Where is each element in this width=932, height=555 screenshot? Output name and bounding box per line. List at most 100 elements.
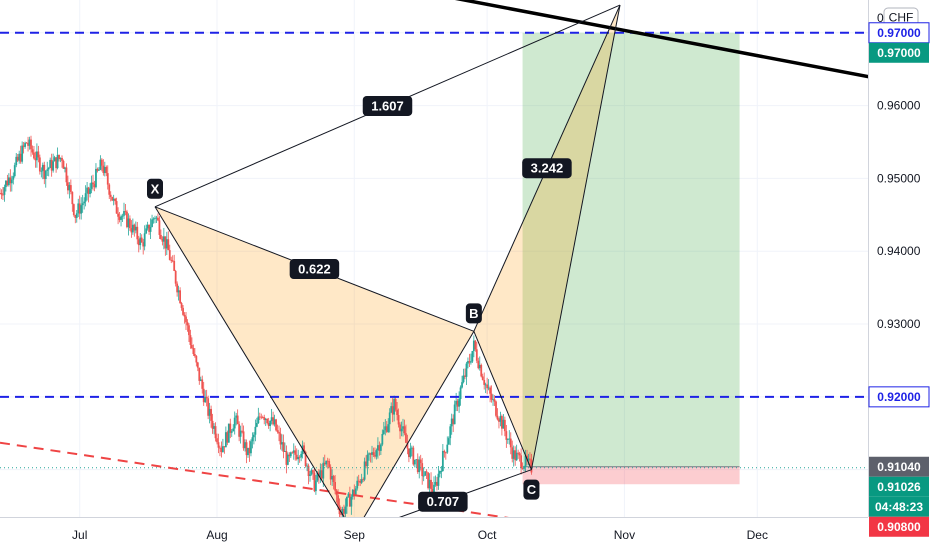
candle-body <box>238 424 241 437</box>
candle-body <box>371 452 373 455</box>
candle-body <box>291 452 294 454</box>
candle-body <box>486 384 489 389</box>
candle-body <box>439 471 441 474</box>
candle-body <box>158 220 161 235</box>
candle-body <box>68 185 71 191</box>
x-tick-label: Jul <box>72 528 87 542</box>
candle-body <box>177 290 180 293</box>
candle-body <box>12 176 15 180</box>
candle-body <box>118 216 121 220</box>
candle-body <box>229 423 232 433</box>
y-axis-ticks: 0.96000 0.95000 0.94000 0.93000 <box>877 99 921 331</box>
candle-body <box>458 399 460 407</box>
candle-body <box>452 418 455 425</box>
candle-body <box>281 442 283 445</box>
candle-body <box>80 205 83 214</box>
candle-body <box>387 424 390 432</box>
candle-body <box>527 458 530 461</box>
candle-body <box>210 408 212 421</box>
candle-body <box>403 426 406 434</box>
candle-body <box>0 192 1 194</box>
candle-body <box>375 450 378 457</box>
candle-body <box>524 455 527 467</box>
candle-body <box>502 419 505 429</box>
y-tick-label: 0.94000 <box>877 244 921 258</box>
candle-body <box>123 211 125 216</box>
candle-body <box>131 224 134 233</box>
candle-body <box>71 191 74 205</box>
candle-body <box>49 159 52 168</box>
candle-body <box>273 419 276 425</box>
candle-body <box>483 379 486 385</box>
candle-body <box>185 316 187 323</box>
price-label-text: 0.91040 <box>877 460 921 474</box>
price-label-text: 0.97000 <box>877 46 921 60</box>
candle-body <box>282 442 285 452</box>
candle-body <box>470 361 472 363</box>
candle-body <box>490 393 493 400</box>
candle-body <box>319 470 322 477</box>
candle-body <box>295 454 298 460</box>
pattern-triangle-xab <box>155 206 474 534</box>
resistance-trendline[interactable] <box>0 0 891 83</box>
candle-body <box>300 453 303 458</box>
price-label-text: 04:48:23 <box>875 500 923 514</box>
candle-body <box>201 379 204 389</box>
candle-body <box>381 433 384 445</box>
candle-body <box>477 360 480 369</box>
price-label-badge <box>869 456 929 477</box>
time-axis-bg[interactable] <box>0 517 868 550</box>
candle-body <box>90 182 93 189</box>
candle-body <box>492 399 494 401</box>
candle-body <box>427 472 429 489</box>
candle-body <box>7 177 10 186</box>
candle-body <box>167 239 170 251</box>
grid <box>0 0 868 517</box>
position-zones <box>522 32 740 485</box>
candle-body <box>326 460 329 462</box>
candle-body <box>325 460 328 465</box>
candle-body <box>444 452 447 454</box>
candle-body <box>495 401 497 416</box>
candle-body <box>530 459 533 473</box>
pattern-leg <box>353 331 475 535</box>
candle-body <box>331 476 334 480</box>
candle-body <box>2 194 4 196</box>
candle-body <box>344 506 347 514</box>
candle-body <box>50 159 53 171</box>
candle-body <box>183 314 186 317</box>
candle-body <box>195 355 198 363</box>
candle-body <box>406 442 409 449</box>
candle-body <box>520 455 522 469</box>
candle-body <box>388 412 391 425</box>
candle-body <box>499 416 502 422</box>
candle-body <box>481 376 484 380</box>
price-label-badge <box>869 42 929 63</box>
candle-body <box>416 459 419 473</box>
candle-body <box>38 157 41 172</box>
candle-body <box>162 236 165 242</box>
candle-body <box>189 335 192 345</box>
candle-body <box>227 423 230 443</box>
candle-body <box>415 459 418 461</box>
candle-body <box>77 203 80 214</box>
price-label-badge <box>869 476 929 497</box>
candle-body <box>16 156 19 161</box>
candle-body <box>511 447 514 459</box>
pattern-leg <box>154 206 355 535</box>
candle-body <box>149 226 152 232</box>
candle-body <box>254 426 257 435</box>
candle-body <box>204 396 207 403</box>
candle-body <box>173 261 176 271</box>
candle-body <box>410 447 413 449</box>
candle-body <box>170 259 173 261</box>
x-tick-label: Sep <box>344 528 366 542</box>
candle-body <box>303 445 305 452</box>
candle-body <box>44 170 47 180</box>
candle-body <box>239 430 242 437</box>
candle-body <box>377 445 379 451</box>
candle-body <box>353 489 356 495</box>
candle-body <box>323 462 326 465</box>
candle-body <box>13 165 16 177</box>
